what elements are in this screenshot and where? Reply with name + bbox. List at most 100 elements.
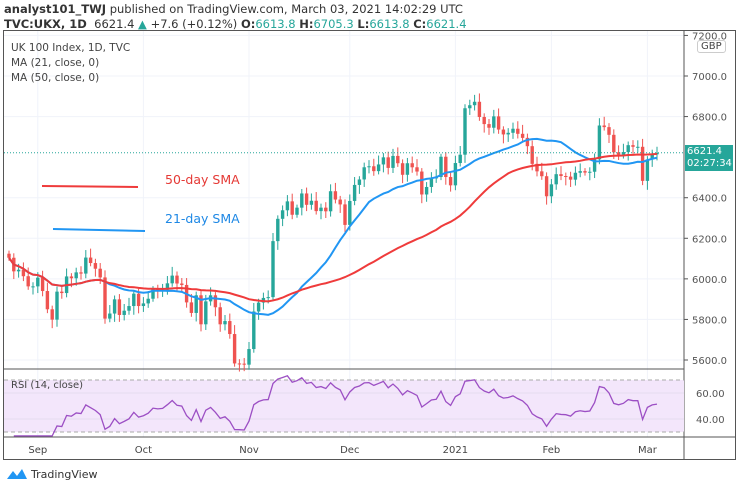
candle-body (84, 257, 88, 274)
candle-body (540, 171, 544, 177)
candle-body (151, 289, 155, 299)
candle-body (333, 191, 338, 200)
ma21-line (8, 137, 658, 316)
candle-body (348, 200, 352, 225)
candle-body (199, 295, 203, 325)
x-tick-label: Feb (543, 445, 561, 456)
candle-body (458, 154, 462, 164)
candle-body (252, 311, 256, 350)
candle-body (31, 286, 35, 288)
y-tick-label: 7200.0 (692, 31, 727, 42)
candle-body (453, 163, 458, 186)
candle-body (386, 157, 390, 168)
candle-body (564, 176, 568, 178)
candle-body (175, 275, 179, 284)
candle-body (127, 306, 131, 311)
annotation-50-day-sma: 50-day SMA (165, 172, 240, 187)
y-tick-label: 6000.0 (692, 275, 727, 286)
candle-body (405, 163, 410, 175)
x-tick-label: Oct (135, 445, 152, 456)
ohlc-line: TVC:UKX, 1D 6621.4 ▲ +7.6 (+0.12%) O:661… (4, 17, 467, 31)
candle-body (602, 125, 606, 128)
author[interactable]: analyst101_TWJ (4, 2, 107, 16)
candle-body (525, 137, 530, 147)
candle-body (487, 124, 491, 128)
legend-rsi: RSI (14, close) (11, 380, 84, 391)
up-arrow-icon: ▲ (138, 17, 147, 31)
candle-body (232, 334, 237, 364)
candle-body (304, 193, 309, 205)
change: +7.6 (+0.12%) (150, 17, 238, 31)
candle-body (300, 193, 304, 208)
close-value: 6621.4 (426, 17, 467, 31)
candle-body (496, 116, 501, 130)
legend-ma50: MA (50, close, 0) (11, 72, 100, 84)
candle-body (204, 301, 208, 325)
candle-body (280, 210, 285, 219)
candle-body (141, 303, 146, 307)
candle-body (266, 297, 270, 299)
x-tick-label: Mar (638, 445, 658, 456)
rsi-tick-label: 40.00 (696, 415, 725, 426)
candle-body (535, 163, 539, 172)
y-tick-label: 5800.0 (692, 315, 727, 326)
candle-body (400, 163, 405, 175)
candle-body (136, 293, 141, 307)
candle-body (237, 363, 242, 365)
candle-body (271, 241, 275, 298)
candle-body (213, 295, 218, 308)
candle-body (146, 298, 150, 304)
candle-body (568, 176, 573, 180)
candle-body (612, 134, 616, 153)
candle-body (223, 321, 227, 325)
candle-body (21, 269, 26, 277)
last-price-value: 6621.4 (687, 146, 722, 157)
chart-frame[interactable] (3, 30, 736, 460)
candle-body (636, 146, 640, 148)
candle-body (338, 199, 342, 205)
h-label: H: (299, 17, 314, 31)
candle-body (511, 128, 515, 133)
candle-body (424, 186, 429, 195)
candle-body (93, 263, 98, 269)
tradingview-logo[interactable]: TradingView (6, 467, 97, 481)
candle-body (357, 179, 362, 185)
candle-body (516, 128, 520, 134)
candle-body (391, 155, 395, 168)
published-text: published on TradingView.com, March 03, … (109, 2, 463, 16)
candle-body (218, 307, 222, 325)
candle-body (381, 157, 386, 165)
candle-body (376, 164, 381, 172)
candle-body (242, 363, 246, 365)
currency-badge[interactable]: GBP (697, 40, 726, 53)
candle-body (324, 207, 328, 212)
candle-body (117, 299, 122, 315)
rsi-line (13, 375, 658, 437)
candle-body (477, 101, 482, 117)
c-label: C: (413, 17, 427, 31)
candle-body (578, 171, 582, 173)
open-value: 6613.8 (255, 17, 296, 31)
candle-body (448, 177, 453, 186)
candle-body (26, 276, 30, 287)
low-value: 6613.8 (369, 17, 410, 31)
candle-body (492, 116, 496, 128)
candle-body (88, 257, 93, 264)
o-label: O: (240, 17, 256, 31)
candle-body (228, 321, 232, 335)
candle-body (50, 309, 54, 320)
tradingview-logo-icon (7, 469, 27, 479)
candle-body (420, 171, 424, 195)
candle-body (122, 310, 126, 315)
candle-body (40, 277, 45, 292)
candle-body (247, 349, 251, 365)
candle-body (616, 152, 621, 155)
y-tick-label: 5600.0 (692, 356, 727, 367)
x-tick-label: Sep (28, 445, 47, 456)
candle-body (362, 167, 366, 180)
annotation-21-day-sma: 21-day SMA (165, 211, 240, 226)
candle-body (588, 171, 592, 173)
candle-body (439, 156, 443, 178)
bar-countdown: 02:27:34 (687, 158, 732, 169)
